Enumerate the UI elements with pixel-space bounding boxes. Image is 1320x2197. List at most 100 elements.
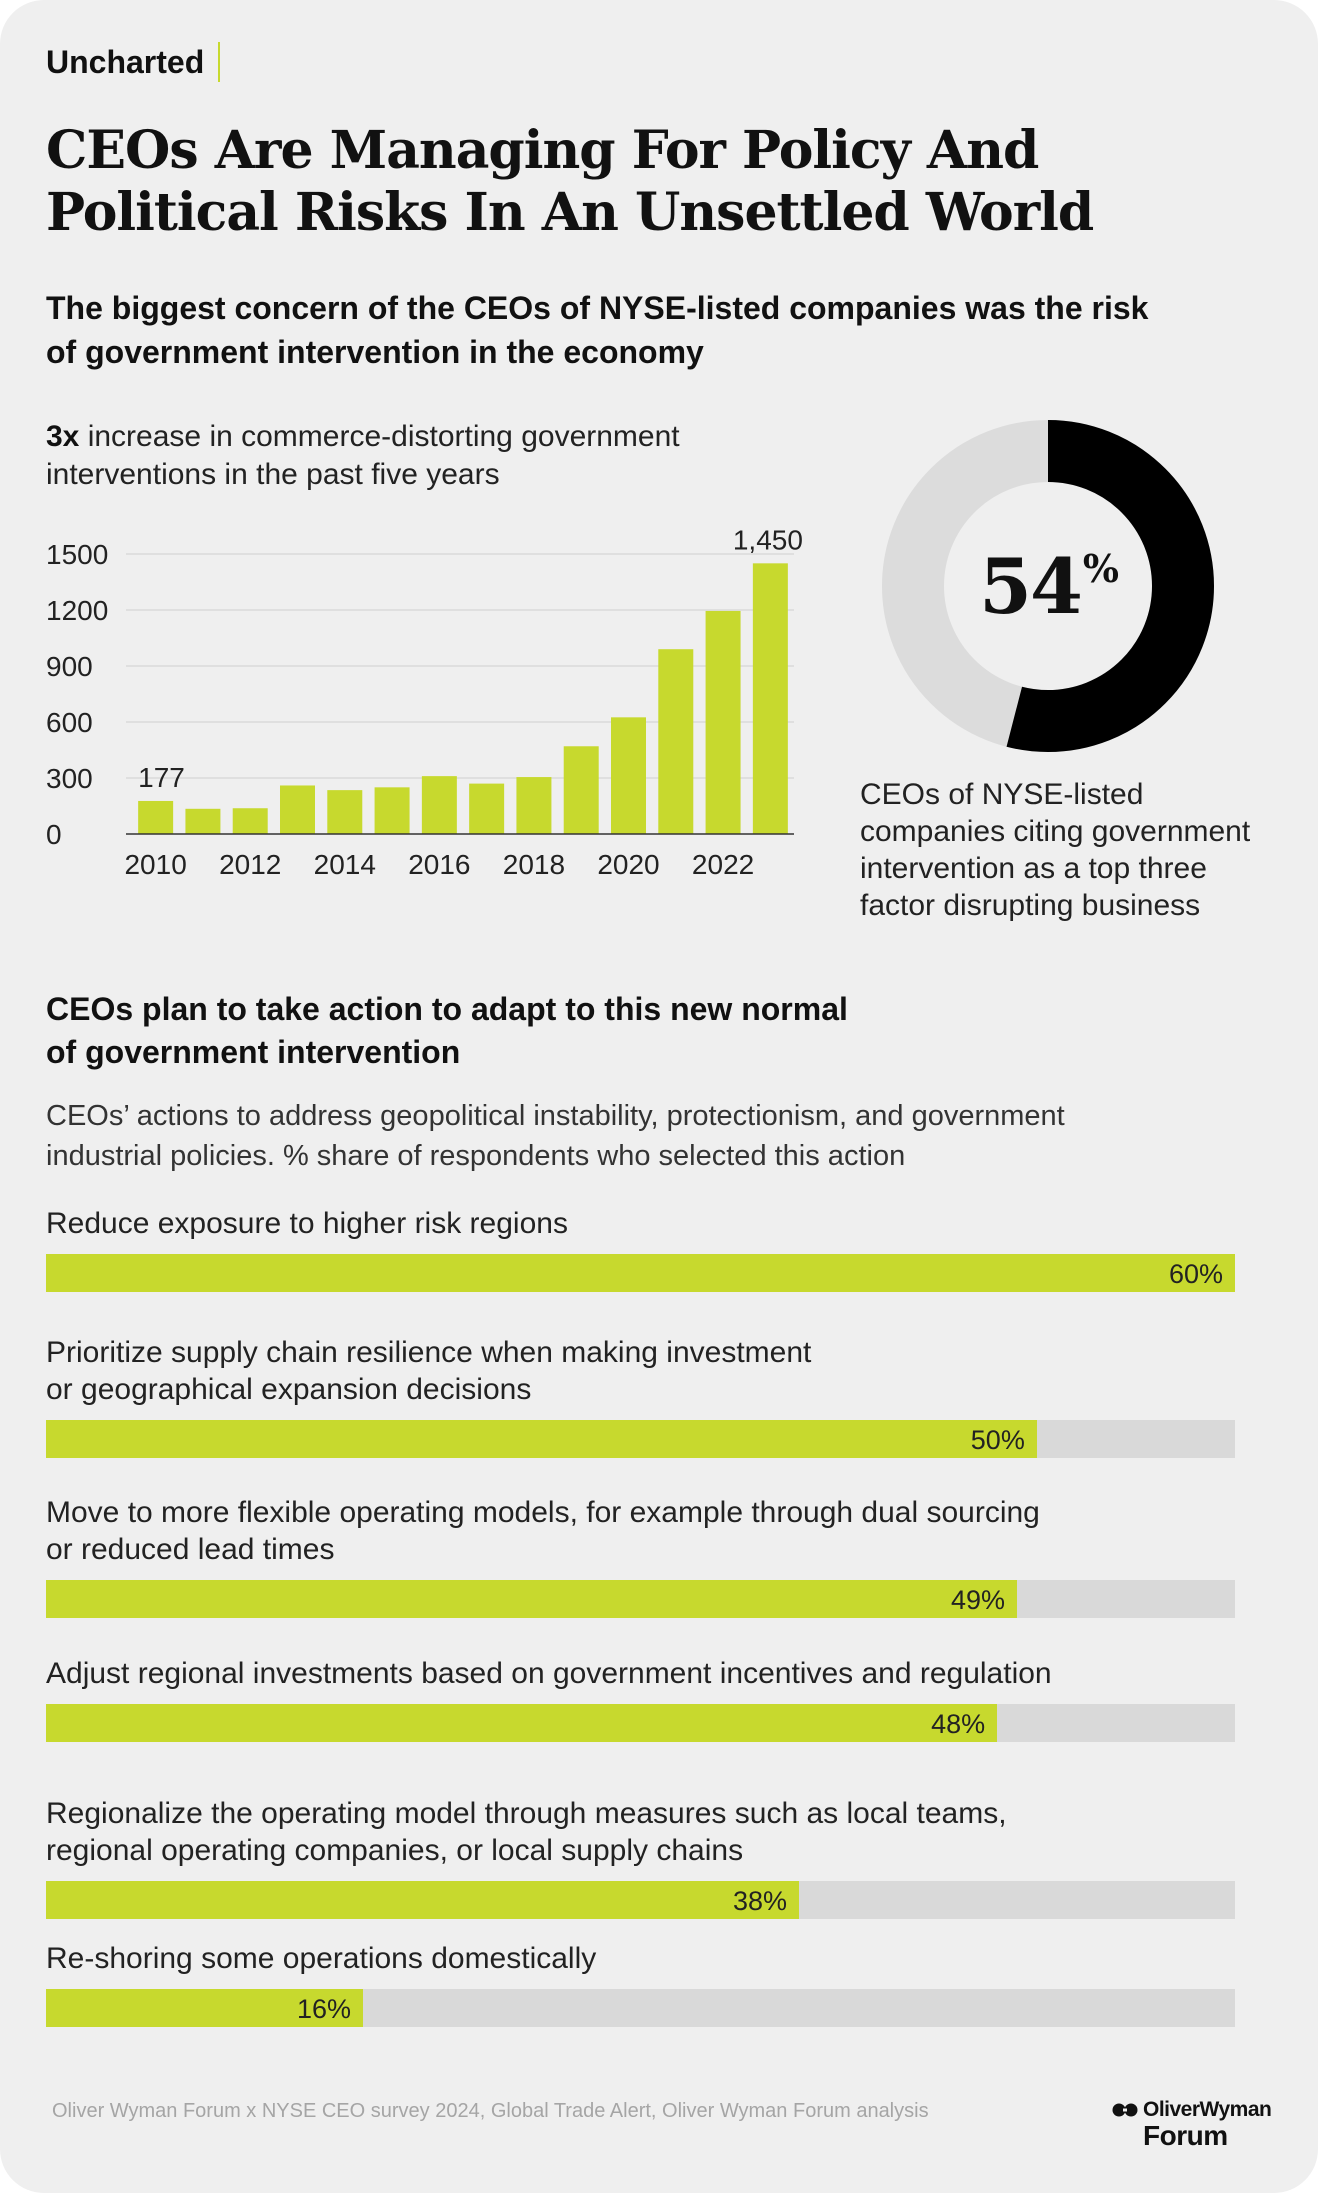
source-note: Oliver Wyman Forum x NYSE CEO survey 202… — [52, 2100, 929, 2122]
oliver-wyman-logo-mark-icon — [1112, 2103, 1138, 2117]
action-label-line: Prioritize supply chain resilience when … — [46, 1336, 812, 1369]
brand-label: Uncharted — [46, 42, 221, 82]
action-label: Reduce exposure to higher risk regions — [46, 1205, 1236, 1242]
actions-description: CEOs’ actions to address geopolitical in… — [46, 1096, 1246, 1176]
title-line: Political Risks In An Unsettled World — [46, 182, 1094, 243]
y-tick-label: 0 — [46, 819, 62, 850]
heading-line: of government intervention — [46, 1034, 461, 1070]
intro-line: interventions in the past five years — [46, 458, 500, 491]
description-line: industrial policies. % share of responde… — [46, 1140, 906, 1172]
action-bar-fill: 50% — [46, 1420, 1037, 1458]
y-tick-label: 900 — [46, 651, 93, 682]
description-line: CEOs’ actions to address geopolitical in… — [46, 1100, 1065, 1132]
action-bar-fill: 38% — [46, 1881, 800, 1919]
caption-line: factor disrupting business — [860, 889, 1201, 922]
subtitle-line: The biggest concern of the CEOs of NYSE-… — [46, 290, 1149, 326]
action-label-line: Adjust regional investments based on gov… — [46, 1657, 1052, 1690]
y-tick-label: 1500 — [46, 539, 108, 570]
action-label: Adjust regional investments based on gov… — [46, 1655, 1236, 1692]
donut-value: 54% — [880, 418, 1216, 754]
action-bar-value: 48% — [931, 1709, 986, 1739]
data-label: 177 — [138, 762, 185, 793]
action-bar-fill: 16% — [46, 1989, 364, 2027]
donut-number: 54 — [979, 541, 1083, 631]
donut-ring — [882, 420, 1214, 752]
bar-2013 — [280, 785, 315, 834]
caption-line: CEOs of NYSE-listed — [860, 778, 1144, 811]
bar-2019 — [563, 746, 599, 834]
action-label-line: or geographical expansion decisions — [46, 1373, 532, 1406]
bar-2012 — [232, 808, 268, 834]
logo-bottom-text: Forum — [1143, 2120, 1228, 2151]
x-tick-label: 2014 — [314, 849, 376, 880]
bar-2023 — [752, 563, 788, 834]
heading-line: CEOs plan to take action to adapt to thi… — [46, 991, 848, 1027]
x-tick-label: 2010 — [124, 849, 186, 880]
caption-line: companies citing government — [860, 815, 1251, 848]
action-label-line: regional operating companies, or local s… — [46, 1834, 744, 1867]
intro-bold: 3x — [46, 420, 80, 453]
donut-chart: 54% — [880, 418, 1216, 754]
x-tick-label: 2018 — [503, 849, 565, 880]
intro-line: 3x increase in commerce-distorting gover… — [46, 418, 806, 456]
title-line: CEOs Are Managing For Policy And — [46, 120, 1039, 181]
bar-chart-intro: 3x increase in commerce-distorting gover… — [46, 418, 806, 494]
bar-2010 — [138, 800, 174, 834]
x-tick-label: 2020 — [597, 849, 659, 880]
action-bar-fill: 49% — [46, 1580, 1018, 1618]
action-bar-track: 16% — [46, 1989, 1235, 2027]
logo-top-row: OliverWyman — [1112, 2098, 1272, 2122]
x-tick-label: 2022 — [692, 849, 754, 880]
actions-heading: CEOs plan to take action to adapt to thi… — [46, 988, 1246, 1074]
action-label-line: or reduced lead times — [46, 1533, 335, 1566]
action-item: Re-shoring some operations domestically 1… — [46, 1940, 1236, 2027]
bar-2020 — [611, 717, 646, 834]
action-label-line: Re-shoring some operations domestically — [46, 1942, 597, 1975]
oliver-wyman-forum-logo: OliverWyman Forum — [1112, 2098, 1272, 2152]
donut-caption: CEOs of NYSE-listed companies citing gov… — [860, 776, 1280, 924]
logo-top-text: OliverWyman — [1143, 2098, 1272, 2121]
action-item: Prioritize supply chain resilience when … — [46, 1334, 1236, 1458]
page-title: CEOs Are Managing For Policy And Politic… — [46, 120, 1246, 244]
action-bar-track: 48% — [46, 1704, 1235, 1742]
action-label-line: Regionalize the operating model through … — [46, 1797, 1007, 1830]
section-subtitle: The biggest concern of the CEOs of NYSE-… — [46, 286, 1246, 374]
action-bar-value: 16% — [297, 1994, 352, 2024]
action-label-line: Move to more flexible operating models, … — [46, 1496, 1040, 1529]
action-label-line: Reduce exposure to higher risk regions — [46, 1207, 568, 1240]
action-bar-value: 49% — [950, 1585, 1006, 1615]
bar-2021 — [658, 649, 694, 834]
action-bar-value: 38% — [732, 1886, 788, 1916]
y-tick-label: 1200 — [46, 595, 108, 626]
y-tick-label: 600 — [46, 707, 93, 738]
action-label: Regionalize the operating model through … — [46, 1795, 1236, 1869]
action-label: Re-shoring some operations domestically — [46, 1940, 1236, 1977]
x-tick-label: 2012 — [219, 849, 281, 880]
interventions-bar-chart: 0 300 600 900 1200 1500 2010 2012 2014 2016 2018 20… — [46, 524, 803, 880]
action-bar-track: 50% — [46, 1420, 1235, 1458]
subtitle-line: of government intervention in the econom… — [46, 334, 704, 370]
action-item: Move to more flexible operating models, … — [46, 1494, 1236, 1618]
donut-unit: % — [1082, 545, 1119, 591]
bar-2018 — [516, 777, 552, 834]
action-item: Reduce exposure to higher risk regions 60… — [46, 1205, 1236, 1292]
action-bar-value: 50% — [970, 1425, 1025, 1455]
bar-2016 — [421, 776, 457, 834]
data-label: 1,450 — [733, 524, 803, 555]
action-bar-track: 60% — [46, 1254, 1235, 1292]
caption-line: intervention as a top three — [860, 852, 1207, 885]
bar-2014 — [327, 790, 363, 834]
action-bar-fill: 48% — [46, 1704, 998, 1742]
y-tick-label: 300 — [46, 763, 93, 794]
action-label: Prioritize supply chain resilience when … — [46, 1334, 1236, 1408]
bar-2017 — [469, 783, 505, 834]
action-item: Adjust regional investments based on gov… — [46, 1655, 1236, 1742]
action-bar-fill: 60% — [46, 1254, 1235, 1292]
x-tick-label: 2016 — [408, 849, 470, 880]
bar-2011 — [185, 808, 221, 834]
action-label: Move to more flexible operating models, … — [46, 1494, 1236, 1568]
action-item: Regionalize the operating model through … — [46, 1795, 1236, 1919]
bar-2015 — [374, 787, 410, 834]
action-bar-track: 49% — [46, 1580, 1235, 1618]
